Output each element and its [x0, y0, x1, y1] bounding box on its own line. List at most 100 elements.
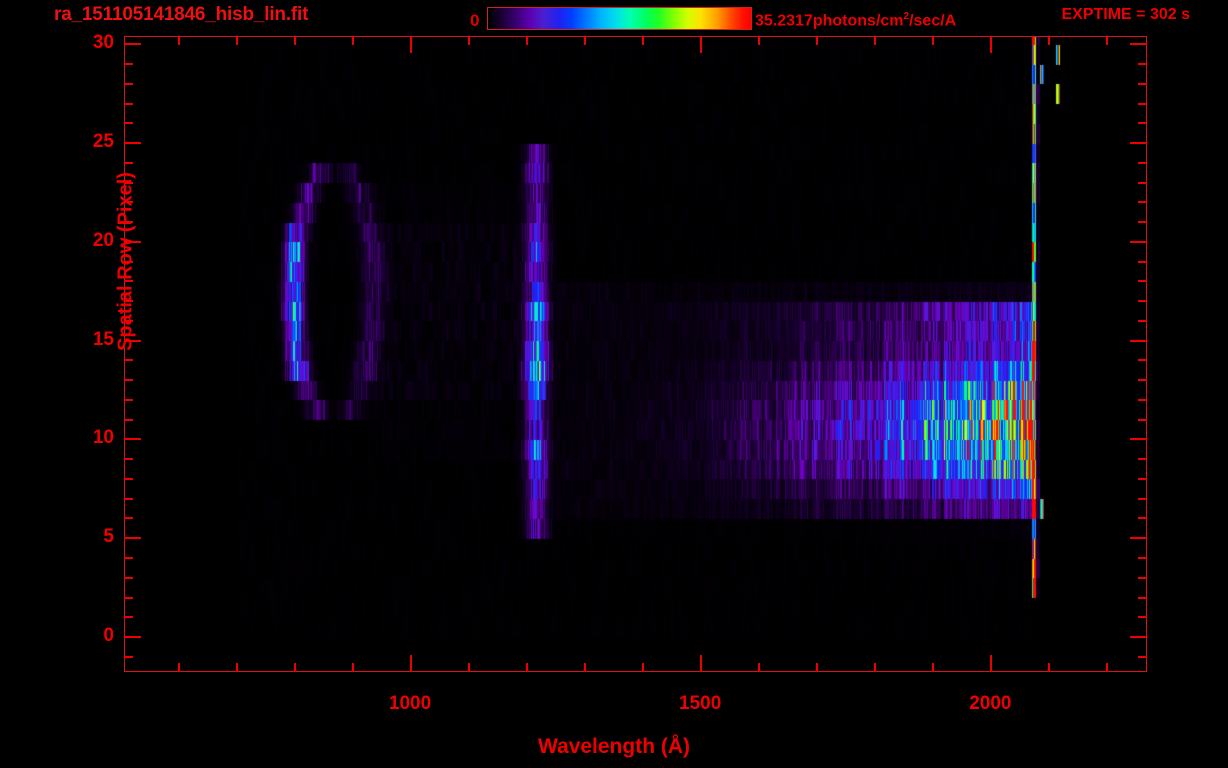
x-minor-tick — [236, 663, 238, 672]
y-minor-tick — [124, 517, 133, 519]
y-axis-tick-label: 25 — [92, 131, 114, 153]
y-minor-tick-right — [1138, 261, 1147, 263]
y-major-tick — [124, 241, 141, 243]
y-minor-tick-right — [1138, 419, 1147, 421]
page-title: ra_151105141846_hisb_lin.fit — [54, 4, 309, 25]
y-minor-tick-right — [1138, 498, 1147, 500]
x-major-tick-top — [700, 36, 702, 53]
y-minor-tick-right — [1138, 379, 1147, 381]
y-minor-tick — [124, 458, 133, 460]
y-minor-tick — [124, 498, 133, 500]
x-minor-tick-top — [932, 36, 934, 45]
y-major-tick-right — [1130, 241, 1147, 243]
y-axis-title: Spatial Row (Pixel) — [114, 172, 137, 351]
intensity-colorbar — [487, 7, 752, 30]
y-minor-tick — [124, 201, 133, 203]
x-minor-tick-top — [584, 36, 586, 45]
y-minor-tick — [124, 280, 133, 282]
y-minor-tick-right — [1138, 458, 1147, 460]
y-minor-tick — [124, 83, 133, 85]
y-minor-tick — [124, 63, 133, 65]
colorbar-units-post: /sec/A — [909, 12, 957, 30]
y-minor-tick-right — [1138, 221, 1147, 223]
y-minor-tick — [124, 419, 133, 421]
x-axis-tick-label: 2000 — [969, 693, 1012, 714]
x-minor-tick-top — [236, 36, 238, 45]
x-minor-tick-top — [1106, 36, 1108, 45]
y-minor-tick-right — [1138, 201, 1147, 203]
x-major-tick — [410, 655, 412, 672]
y-minor-tick — [124, 616, 133, 618]
y-minor-tick — [124, 261, 133, 263]
y-major-tick-right — [1130, 438, 1147, 440]
y-minor-tick — [124, 399, 133, 401]
x-minor-tick-top — [352, 36, 354, 45]
x-minor-tick-top — [526, 36, 528, 45]
y-minor-tick — [124, 557, 133, 559]
y-minor-tick-right — [1138, 517, 1147, 519]
y-minor-tick-right — [1138, 182, 1147, 184]
x-minor-tick — [874, 663, 876, 672]
y-minor-tick-right — [1138, 162, 1147, 164]
x-minor-tick — [816, 663, 818, 672]
y-minor-tick — [124, 320, 133, 322]
x-minor-tick-top — [642, 36, 644, 45]
y-axis-tick-label: 15 — [92, 328, 114, 350]
y-minor-tick-right — [1138, 399, 1147, 401]
y-minor-tick — [124, 597, 133, 599]
y-minor-tick-right — [1138, 320, 1147, 322]
x-minor-tick — [468, 663, 470, 672]
x-minor-tick — [642, 663, 644, 672]
y-axis-tick-label: 0 — [103, 625, 114, 647]
x-minor-tick — [1106, 663, 1108, 672]
y-minor-tick — [124, 379, 133, 381]
x-minor-tick-top — [1048, 36, 1050, 45]
x-major-tick-top — [410, 36, 412, 53]
y-minor-tick-right — [1138, 300, 1147, 302]
spectrogram-image — [125, 37, 1146, 671]
colorbar-units-pre: photons/cm — [812, 12, 904, 30]
x-minor-tick — [352, 663, 354, 672]
colorbar-max-value: 35.2317 — [755, 12, 813, 30]
spectrogram-plot-area — [124, 36, 1147, 672]
y-minor-tick — [124, 122, 133, 124]
y-minor-tick — [124, 182, 133, 184]
y-minor-tick-right — [1138, 597, 1147, 599]
y-minor-tick-right — [1138, 103, 1147, 105]
exposure-time-label: EXPTIME = 302 s — [1061, 6, 1190, 23]
x-minor-tick — [294, 663, 296, 672]
y-minor-tick — [124, 577, 133, 579]
y-minor-tick — [124, 300, 133, 302]
x-minor-tick — [526, 663, 528, 672]
x-axis-title: Wavelength (Å) — [537, 735, 691, 758]
x-axis-tick-label: 1500 — [679, 693, 722, 714]
y-minor-tick-right — [1138, 616, 1147, 618]
y-minor-tick-right — [1138, 557, 1147, 559]
y-minor-tick — [124, 103, 133, 105]
x-minor-tick — [584, 663, 586, 672]
y-minor-tick — [124, 656, 133, 658]
y-minor-tick-right — [1138, 83, 1147, 85]
x-major-tick — [990, 655, 992, 672]
x-minor-tick-top — [874, 36, 876, 45]
y-axis-tick-label: 30 — [92, 32, 114, 54]
y-major-tick — [124, 438, 141, 440]
y-minor-tick-right — [1138, 63, 1147, 65]
x-minor-tick — [758, 663, 760, 672]
colorbar-max-label: 35.2317photons/cm2/sec/A — [755, 11, 956, 30]
x-minor-tick — [1048, 663, 1050, 672]
colorbar-min-label: 0 — [470, 11, 480, 30]
x-minor-tick-top — [758, 36, 760, 45]
y-axis-tick-label: 20 — [92, 229, 114, 251]
y-major-tick-right — [1130, 636, 1147, 638]
y-minor-tick-right — [1138, 478, 1147, 480]
y-axis-tick-label: 5 — [103, 526, 114, 548]
y-minor-tick — [124, 359, 133, 361]
y-minor-tick-right — [1138, 122, 1147, 124]
x-axis-tick-label: 1000 — [388, 693, 432, 714]
x-major-tick — [700, 655, 702, 672]
y-major-tick — [124, 43, 141, 45]
y-major-tick-right — [1130, 142, 1147, 144]
y-minor-tick-right — [1138, 656, 1147, 658]
